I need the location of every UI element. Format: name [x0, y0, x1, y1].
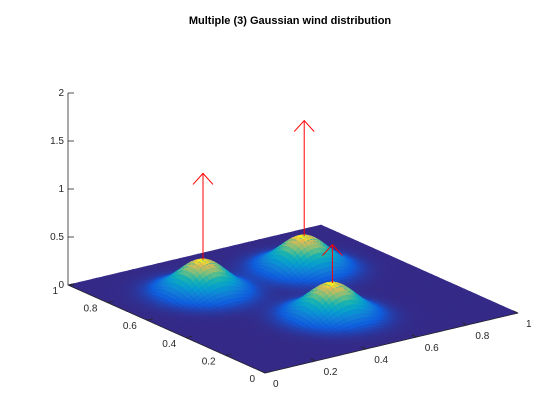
z-tick-label: 1.5	[50, 136, 64, 147]
z-tick-label: 0	[58, 280, 64, 291]
x-tick-label: 0	[273, 379, 279, 390]
x-tick-label: 0.8	[475, 331, 489, 342]
surface-plot	[67, 224, 519, 374]
x-tick-label: 0.2	[324, 367, 338, 378]
z-tick-label: 2	[58, 88, 64, 99]
y-tick-label: 0.8	[83, 304, 97, 315]
y-tick-label: 0.4	[162, 339, 176, 350]
wind-vector-arrow	[192, 172, 214, 260]
x-tick-label: 0.4	[374, 355, 388, 366]
y-tick-label: 0	[249, 374, 255, 385]
x-tick-label: 1	[526, 319, 532, 330]
y-tick-label: 1	[52, 286, 58, 297]
z-tick-label: 0.5	[50, 232, 64, 243]
chart-title: Multiple (3) Gaussian wind distribution	[189, 15, 392, 27]
wind-vector-arrow	[293, 119, 315, 236]
y-tick-label: 0.6	[123, 321, 137, 332]
z-tick-label: 1	[58, 184, 64, 195]
y-tick-label: 0.2	[202, 356, 216, 367]
x-tick-label: 0.6	[425, 343, 439, 354]
